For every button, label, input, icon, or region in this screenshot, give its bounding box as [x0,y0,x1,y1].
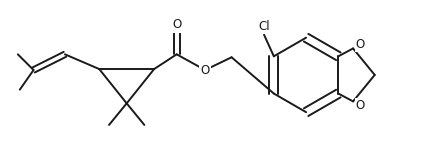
Text: O: O [355,38,365,51]
Text: Cl: Cl [258,20,270,33]
Text: O: O [200,63,210,77]
Text: O: O [172,18,181,31]
Text: O: O [355,99,365,112]
